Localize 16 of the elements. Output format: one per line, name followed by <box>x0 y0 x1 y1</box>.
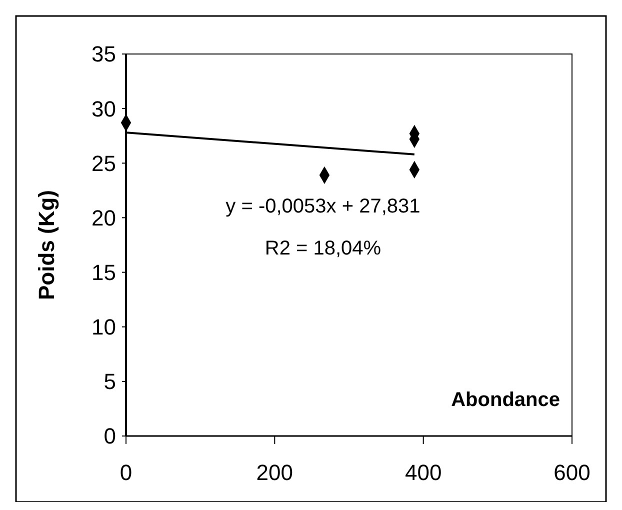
y-tick-label: 20 <box>92 205 116 230</box>
x-tick-label: 0 <box>120 460 132 485</box>
y-tick-label: 10 <box>92 314 116 340</box>
x-tick-label: 400 <box>404 460 442 485</box>
x-tick-label: 200 <box>256 460 294 485</box>
y-axis-title: Poids (Kg) <box>34 190 59 300</box>
annotation: R2 = 18,04% <box>264 237 382 260</box>
y-tick-label: 25 <box>92 150 116 176</box>
x-axis-title: Abondance <box>451 389 560 411</box>
y-tick-label: 30 <box>92 96 116 122</box>
y-tick-label: 5 <box>104 369 116 394</box>
y-tick-label: 35 <box>92 42 116 67</box>
x-tick-label: 600 <box>554 460 590 485</box>
y-tick-label: 15 <box>92 260 116 285</box>
annotation: y = -0,0053x + 27,831 <box>226 195 420 218</box>
y-tick-label: 0 <box>104 424 116 449</box>
